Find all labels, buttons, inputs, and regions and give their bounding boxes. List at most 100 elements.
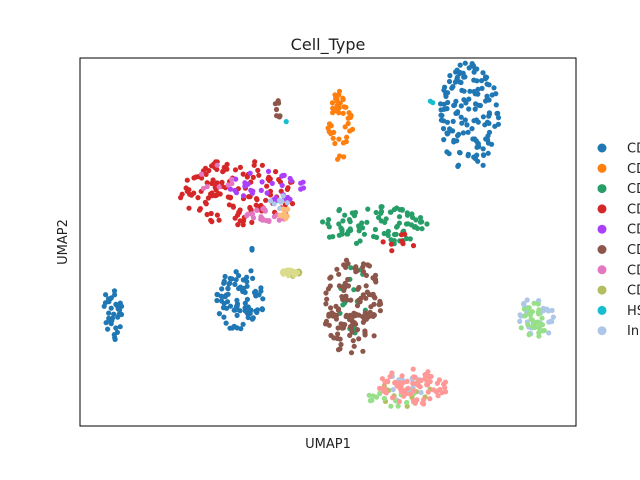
scatter-point-series-0	[447, 73, 453, 79]
scatter-point-series-5	[349, 329, 355, 335]
scatter-point-series-2	[405, 221, 411, 227]
scatter-point-series-4	[279, 173, 285, 179]
scatter-point-series-9	[550, 314, 557, 320]
scatter-point-series-0	[475, 86, 481, 92]
scatter-point-series-6	[258, 216, 264, 222]
scatter-point-series-0	[480, 146, 486, 152]
scatter-point-series-0	[111, 288, 118, 294]
scatter-point-series-5	[363, 295, 369, 301]
scatter-point-series-0	[486, 111, 492, 117]
scatter-point-series-5	[333, 316, 339, 322]
scatter-point-series-6	[276, 217, 282, 223]
scatter-point-series-0	[491, 85, 497, 91]
scatter-point-series-4	[247, 170, 253, 176]
scatter-point-series-0	[449, 85, 455, 91]
scatter-point-series-5	[276, 100, 282, 106]
scatter-point-series-1	[348, 114, 354, 120]
scatter-point-series-5	[366, 291, 372, 298]
scatter-point-series-2	[348, 265, 354, 271]
scatter-point-series-2	[371, 233, 377, 240]
scatter-point-series-10	[404, 399, 410, 406]
scatter-point-series-5	[323, 290, 329, 296]
scatter-point-series-3	[285, 185, 291, 191]
scatter-point-series-5	[326, 313, 332, 319]
scatter-point-series-3	[205, 195, 211, 201]
scatter-point-series-4	[240, 193, 247, 199]
scatter-point-series-11	[427, 379, 433, 385]
scatter-point-series-1	[343, 104, 349, 110]
scatter-point-series-9	[390, 387, 396, 393]
scatter-point-series-5	[360, 348, 366, 354]
plot-frame	[79, 57, 577, 427]
scatter-point-series-3	[254, 197, 260, 203]
scatter-point-series-10	[529, 317, 536, 323]
scatter-point-series-0	[466, 96, 472, 102]
scatter-point-series-6	[229, 181, 235, 187]
scatter-point-series-4	[265, 168, 272, 174]
legend-marker	[597, 184, 607, 194]
scatter-point-series-0	[458, 103, 464, 109]
scatter-point-series-4	[232, 187, 238, 193]
scatter-point-series-13	[282, 213, 288, 219]
scatter-point-series-4	[273, 195, 279, 201]
scatter-point-series-2	[356, 223, 362, 229]
scatter-point-series-0	[242, 300, 248, 306]
scatter-point-series-0	[458, 114, 464, 120]
scatter-point-series-6	[216, 184, 222, 190]
scatter-point-series-0	[446, 78, 453, 85]
scatter-point-series-0	[242, 308, 248, 314]
chart-title: Cell_Type	[291, 35, 366, 55]
scatter-point-series-2	[320, 219, 326, 225]
scatter-point-series-3	[214, 212, 220, 218]
scatter-point-series-0	[441, 87, 447, 93]
scatter-point-series-0	[240, 321, 246, 327]
scatter-point-series-10	[518, 325, 524, 331]
scatter-point-series-0	[105, 326, 111, 332]
scatter-point-series-12	[280, 268, 286, 274]
scatter-point-series-5	[335, 325, 341, 331]
scatter-point-series-2	[345, 228, 352, 234]
scatter-point-series-11	[396, 398, 402, 405]
scatter-point-series-0	[465, 153, 471, 159]
scatter-point-series-9	[517, 312, 523, 318]
scatter-point-series-3	[204, 211, 210, 218]
scatter-point-series-0	[234, 312, 240, 318]
legend-marker	[597, 204, 607, 214]
scatter-point-series-6	[250, 215, 257, 221]
scatter-point-series-5	[345, 276, 351, 283]
scatter-point-series-2	[372, 226, 378, 233]
scatter-point-series-2	[407, 236, 413, 242]
scatter-point-series-4	[233, 176, 239, 182]
scatter-point-series-1	[331, 129, 337, 135]
scatter-point-series-11	[389, 370, 395, 376]
scatter-point-series-2	[336, 232, 342, 238]
scatter-point-series-0	[473, 117, 480, 123]
scatter-point-series-0	[465, 129, 471, 135]
scatter-point-series-11	[399, 373, 405, 379]
legend-label: HS	[627, 304, 640, 319]
y-axis-label: UMAP2	[56, 219, 71, 265]
scatter-point-series-5	[362, 330, 368, 336]
scatter-point-series-6	[200, 185, 207, 192]
scatter-point-series-0	[485, 150, 491, 156]
scatter-point-series-0	[493, 102, 499, 108]
scatter-point-series-10	[535, 319, 541, 325]
scatter-point-series-5	[344, 297, 350, 303]
scatter-point-series-0	[473, 138, 479, 144]
scatter-point-series-11	[410, 366, 416, 372]
scatter-point-series-0	[106, 299, 112, 305]
scatter-point-series-0	[234, 297, 240, 303]
scatter-point-series-0	[461, 74, 467, 80]
scatter-point-series-0	[461, 88, 467, 94]
scatter-point-series-5	[334, 266, 340, 272]
scatter-point-series-2	[378, 210, 384, 216]
scatter-point-series-10	[395, 403, 401, 409]
scatter-point-series-5	[342, 322, 348, 328]
scatter-point-series-5	[337, 346, 343, 352]
scatter-point-series-11	[410, 380, 416, 386]
scatter-point-series-2	[399, 207, 405, 213]
legend: CD CD CD CD CD CD CD CD HS In	[597, 142, 640, 339]
scatter-point-series-0	[472, 106, 478, 112]
scatter-point-series-10	[536, 311, 542, 317]
scatter-point-series-0	[469, 126, 475, 132]
